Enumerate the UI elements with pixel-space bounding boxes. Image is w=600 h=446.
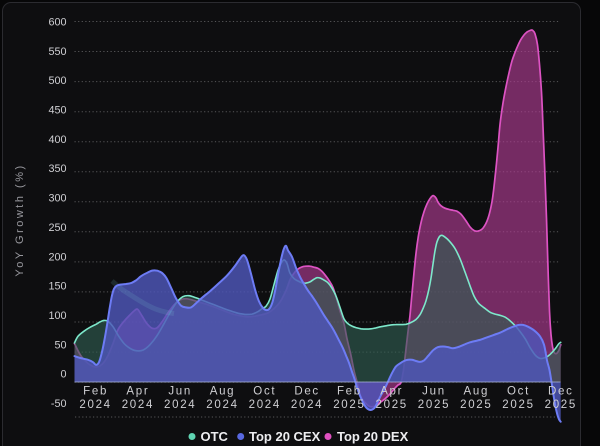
svg-text:Feb: Feb bbox=[83, 386, 108, 398]
svg-text:YoY Growth (%): YoY Growth (%) bbox=[14, 163, 26, 276]
svg-text:Apr: Apr bbox=[126, 386, 149, 398]
svg-text:Jun: Jun bbox=[168, 386, 192, 398]
svg-text:500: 500 bbox=[48, 75, 66, 87]
svg-text:2025: 2025 bbox=[545, 399, 577, 411]
svg-text:2024: 2024 bbox=[249, 399, 281, 411]
svg-text:200: 200 bbox=[48, 251, 66, 263]
svg-text:-50: -50 bbox=[51, 398, 67, 410]
svg-text:350: 350 bbox=[48, 163, 66, 175]
svg-text:Jun: Jun bbox=[422, 386, 446, 398]
svg-text:100: 100 bbox=[48, 310, 66, 322]
svg-text:550: 550 bbox=[48, 46, 66, 58]
svg-text:150: 150 bbox=[48, 281, 66, 293]
svg-text:2024: 2024 bbox=[206, 399, 238, 411]
svg-text:2024: 2024 bbox=[122, 399, 154, 411]
svg-text:400: 400 bbox=[48, 134, 66, 146]
svg-text:Aug: Aug bbox=[464, 386, 490, 398]
svg-text:450: 450 bbox=[48, 105, 66, 117]
svg-text:2025: 2025 bbox=[502, 399, 534, 411]
svg-text:2024: 2024 bbox=[291, 399, 323, 411]
svg-text:2025: 2025 bbox=[376, 399, 408, 411]
svg-text:OTC: OTC bbox=[201, 429, 229, 444]
svg-text:Dec: Dec bbox=[294, 386, 320, 398]
svg-text:2025: 2025 bbox=[418, 399, 450, 411]
svg-text:Oct: Oct bbox=[507, 386, 530, 398]
svg-text:50: 50 bbox=[54, 339, 66, 351]
svg-text:Top 20 DEX: Top 20 DEX bbox=[337, 429, 409, 444]
svg-text:Aug: Aug bbox=[210, 386, 236, 398]
svg-text:2025: 2025 bbox=[333, 399, 365, 411]
svg-text:2025: 2025 bbox=[460, 399, 492, 411]
svg-text:300: 300 bbox=[48, 193, 66, 205]
svg-text:Dec: Dec bbox=[548, 386, 574, 398]
svg-text:250: 250 bbox=[48, 222, 66, 234]
svg-text:Feb: Feb bbox=[337, 386, 362, 398]
svg-text:600: 600 bbox=[48, 17, 66, 29]
svg-text:Apr: Apr bbox=[380, 386, 403, 398]
svg-text:Top 20 CEX: Top 20 CEX bbox=[249, 429, 321, 444]
svg-text:2024: 2024 bbox=[164, 399, 196, 411]
svg-text:2024: 2024 bbox=[79, 399, 111, 411]
svg-text:0: 0 bbox=[60, 369, 66, 381]
svg-text:Oct: Oct bbox=[253, 386, 276, 398]
